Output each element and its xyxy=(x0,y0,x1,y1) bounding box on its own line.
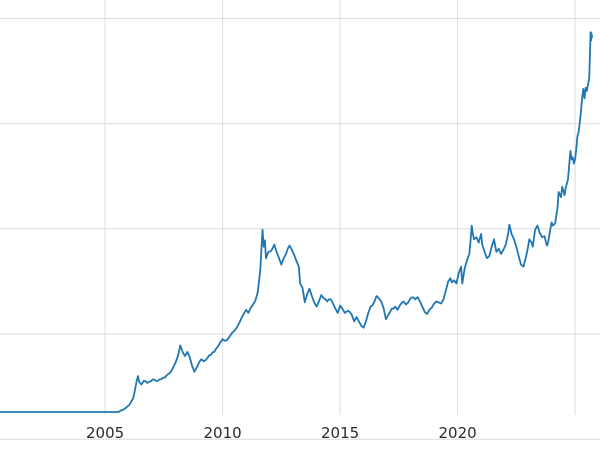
grid-layer xyxy=(0,0,600,440)
price-line xyxy=(0,31,593,413)
x-tick-label: 2020 xyxy=(439,424,477,442)
x-axis-ticks: 2005 2010 2015 2020 xyxy=(86,424,477,442)
series-layer xyxy=(0,31,593,413)
x-tick-label: 2015 xyxy=(321,424,359,442)
x-tick-label: 2005 xyxy=(86,424,124,442)
x-tick-label: 2010 xyxy=(204,424,242,442)
